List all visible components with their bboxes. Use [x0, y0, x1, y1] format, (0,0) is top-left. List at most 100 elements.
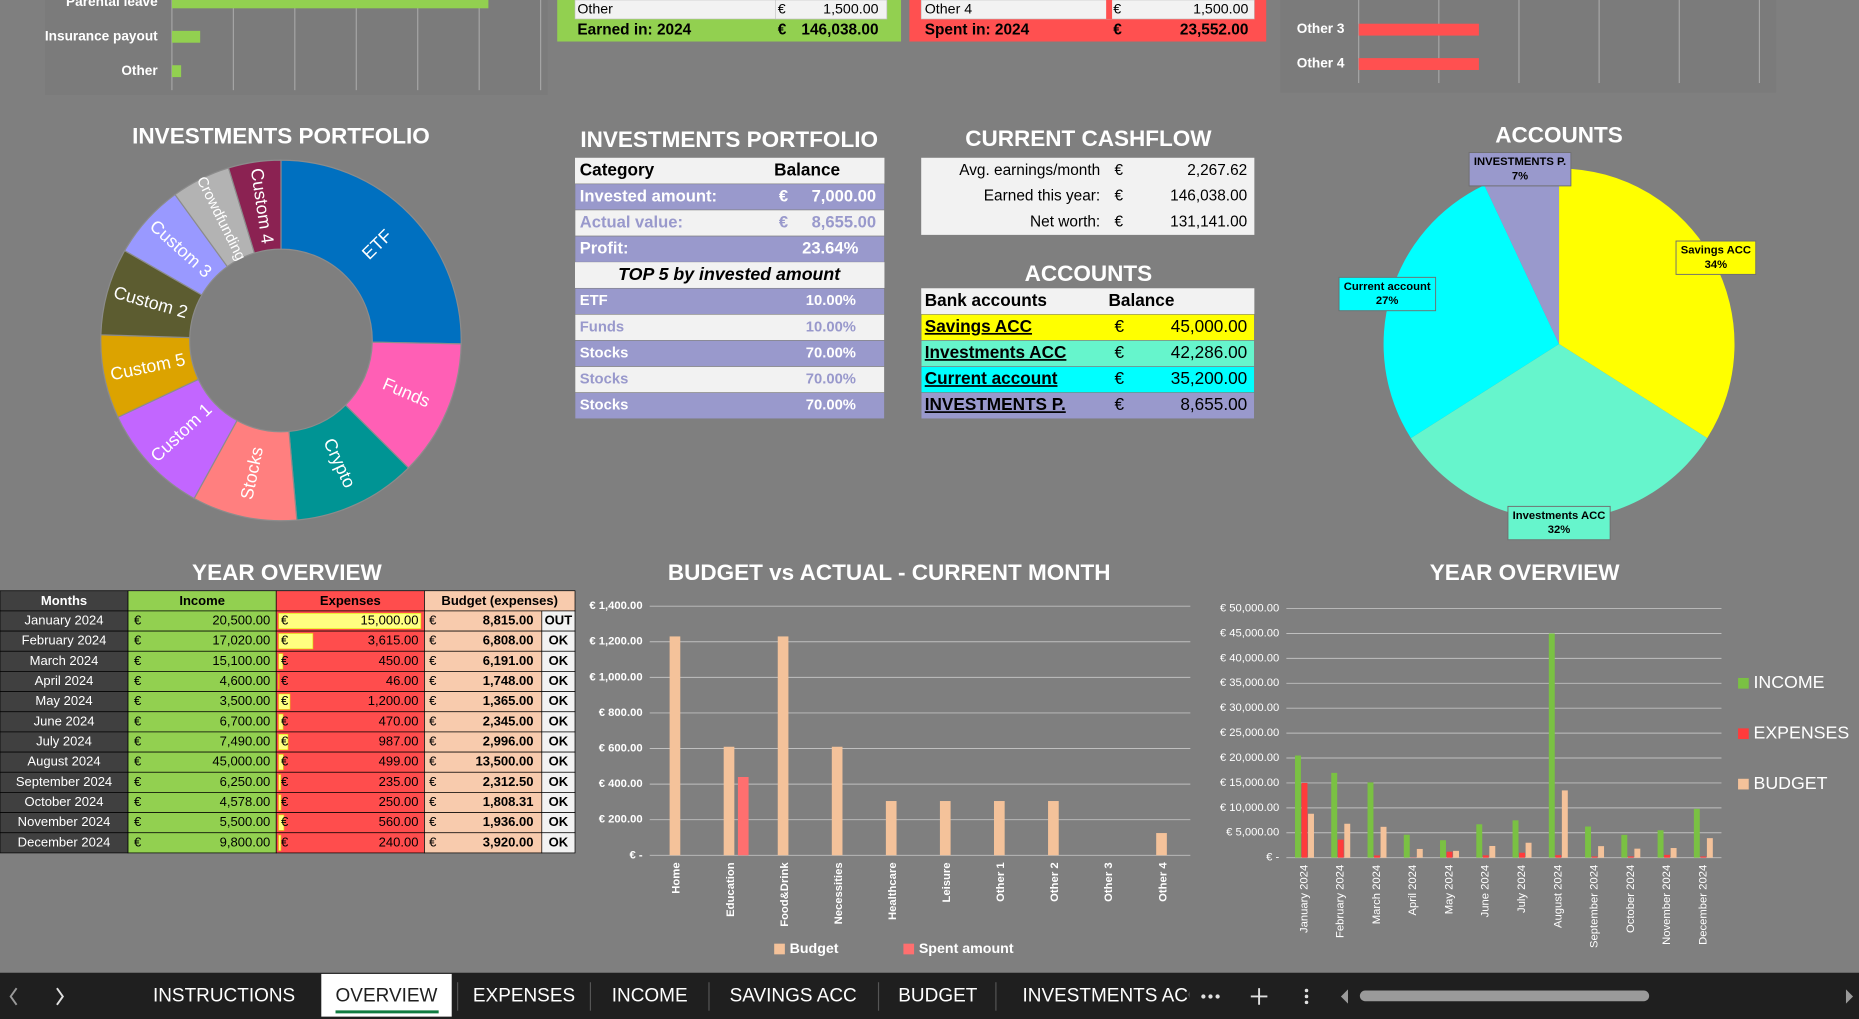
table-row — [574, 340, 885, 367]
table-cell: € — [429, 673, 437, 688]
category-label: Insurance payout — [45, 28, 158, 43]
table-header — [921, 288, 1255, 315]
y-tick-label: € 10,000.00 — [1220, 802, 1279, 814]
table-row — [920, 340, 1255, 367]
y-tick-label: € - — [629, 849, 642, 861]
table-header-cell: Category — [580, 159, 655, 179]
category-label: Other — [121, 63, 158, 78]
sheet-tab[interactable]: BUDGET — [898, 985, 977, 1006]
more-tabs[interactable] — [1201, 994, 1220, 999]
y-tick-label: € 600.00 — [599, 742, 643, 754]
status-cell: OK — [549, 693, 569, 708]
sheet-tab[interactable]: OVERVIEW — [336, 985, 438, 1006]
table-cell: 1,936.00 — [483, 814, 534, 829]
slice — [1410, 344, 1708, 520]
sheet-tab[interactable]: SAVINGS ACC — [730, 985, 857, 1006]
y-tick-label: € 40,000.00 — [1220, 652, 1279, 664]
table-cell: 131,141.00 — [1170, 213, 1247, 230]
slice — [1484, 168, 1560, 345]
table-cell: € — [281, 794, 289, 809]
tab-separators — [457, 982, 997, 1011]
table-cell: 987.00 — [379, 733, 419, 748]
table-cell: 240.00 — [379, 834, 419, 849]
bar — [1512, 820, 1519, 858]
bar — [1706, 838, 1713, 858]
label-box — [1338, 276, 1437, 312]
chart-title: INVESTMENTS PORTFOLIO — [132, 124, 430, 149]
table-cell: € — [281, 693, 289, 708]
table-cell: 3,500.00 — [220, 693, 271, 708]
legend-label: INCOME — [1753, 672, 1824, 692]
table-cell: 9,800.00 — [220, 834, 271, 849]
table-cell: € — [134, 733, 142, 748]
table-cell: 46.00 — [386, 673, 419, 688]
table-cell: 5,500.00 — [220, 814, 271, 829]
y-tick-label: € 1,400.00 — [589, 600, 642, 612]
table-header-cell: Months — [41, 593, 87, 608]
add-sheet[interactable] — [1250, 988, 1268, 1005]
y-tick-label: € 5,000.00 — [1226, 827, 1279, 839]
table-cell: 450.00 — [379, 653, 419, 668]
table-cell: 8,655.00 — [812, 212, 877, 231]
bar — [1627, 856, 1634, 858]
table-cell: € — [134, 612, 142, 627]
bar — [1548, 633, 1555, 858]
bar — [777, 636, 789, 856]
y-tick-label: € 800.00 — [599, 707, 643, 719]
label-box — [1675, 240, 1757, 275]
table-cell: Investments ACC — [925, 342, 1067, 362]
chart-panel — [45, 0, 548, 95]
table-cell: Invested amount: — [580, 186, 717, 205]
x-tick-label: Other 2 — [1049, 862, 1061, 901]
legend-swatch — [1738, 728, 1749, 740]
table-cell: € — [1114, 188, 1123, 205]
bar — [737, 777, 749, 856]
data-bar — [278, 834, 282, 851]
table-cell: 45,000.00 — [1171, 316, 1247, 336]
table-cell: 235.00 — [379, 774, 419, 789]
data-bar — [278, 713, 284, 730]
table-cell: € — [134, 754, 142, 769]
table-cell: € — [429, 612, 437, 627]
sheet-tab[interactable]: INVESTMENTS ACC — [1023, 985, 1202, 1006]
table-cell: September 2024 — [16, 774, 112, 789]
data-label-value: 34% — [1705, 259, 1728, 271]
bar — [1585, 826, 1592, 858]
sheet-tab[interactable]: INCOME — [612, 985, 688, 1006]
table-cell: 15,100.00 — [212, 653, 270, 668]
table-cell: € — [281, 774, 289, 789]
chart-title: YEAR OVERVIEW — [1430, 560, 1620, 585]
scroll-tabs-left[interactable] — [9, 987, 18, 1006]
y-tick-label: € 45,000.00 — [1220, 627, 1279, 639]
bar — [1664, 854, 1671, 858]
sheet-tab[interactable]: INSTRUCTIONS — [153, 985, 295, 1006]
scrollbar-thumb[interactable] — [1359, 990, 1650, 1002]
table-cell: 1,748.00 — [483, 673, 534, 688]
bar — [1555, 855, 1562, 858]
table-cell: € — [281, 653, 289, 668]
chart-title: BUDGET vs ACTUAL - CURRENT MONTH — [668, 560, 1111, 585]
table-cell: € — [429, 794, 437, 809]
table-cell: Funds — [580, 319, 624, 335]
category-label: Parental leave — [66, 0, 158, 9]
table-cell: 8,655.00 — [1180, 394, 1247, 414]
table-cell: € — [429, 834, 437, 849]
legend-swatch — [903, 943, 915, 955]
sheet-tab[interactable]: EXPENSES — [473, 985, 575, 1006]
bar — [1657, 830, 1664, 858]
scroll-left[interactable] — [1340, 989, 1349, 1004]
scroll-tabs-right[interactable] — [56, 987, 65, 1006]
table-cell: 70.00% — [806, 372, 856, 388]
bar — [831, 746, 843, 856]
scroll-right[interactable] — [1845, 989, 1854, 1004]
table-cell-bg — [541, 832, 576, 854]
table-cell: € — [1114, 342, 1124, 362]
data-label-name: INVESTMENTS P. — [1474, 156, 1566, 168]
table-cell: € — [281, 612, 289, 627]
status-cell: OK — [549, 774, 569, 789]
data-label-name: Investments ACC — [1513, 510, 1606, 522]
sheet-options[interactable] — [1304, 988, 1309, 1005]
data-label-value: 7% — [1512, 170, 1528, 182]
table-cell: 7,490.00 — [220, 733, 271, 748]
table-cell: January 2024 — [25, 612, 104, 627]
